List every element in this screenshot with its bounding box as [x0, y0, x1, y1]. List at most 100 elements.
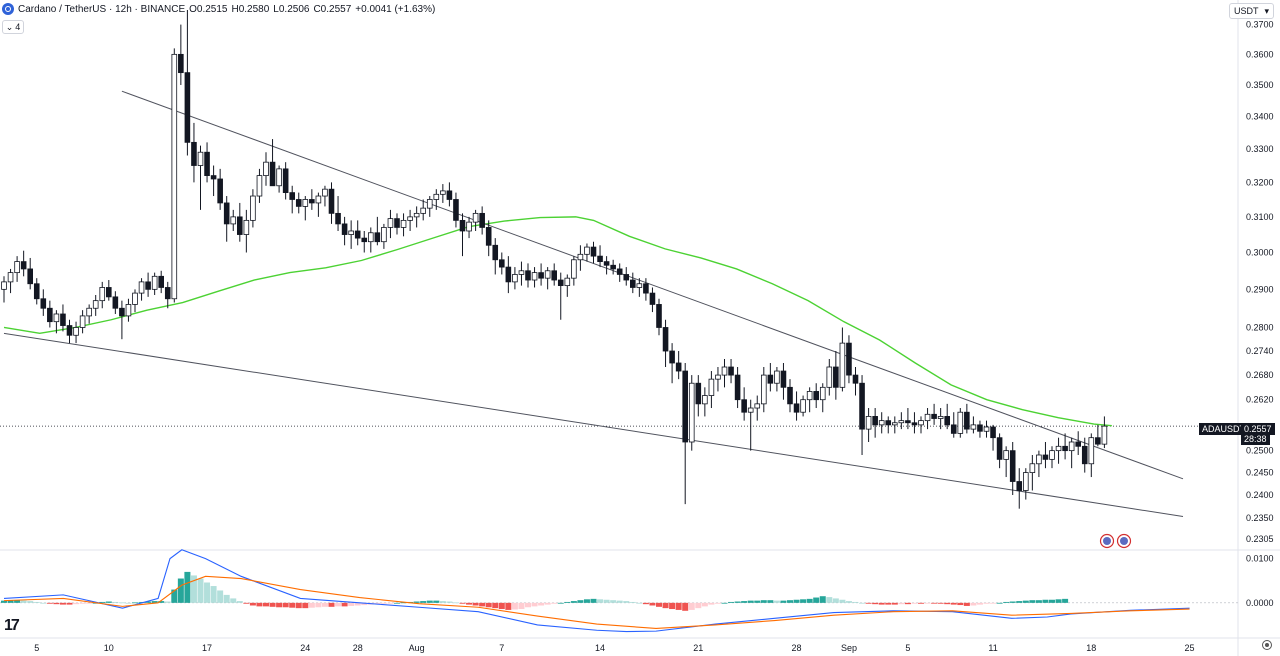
gear-icon[interactable]: [1262, 640, 1272, 650]
price-tick-label: 0.3400: [1246, 111, 1274, 121]
candle-body: [603, 261, 610, 266]
candle-body: [309, 199, 315, 204]
macd-histogram-bar: [642, 602, 649, 605]
candle: [217, 168, 223, 210]
candle-body: [852, 374, 859, 384]
candle-body: [394, 218, 400, 228]
candle: [643, 278, 649, 301]
candle: [1068, 437, 1075, 469]
candle: [86, 304, 92, 324]
candle: [584, 243, 590, 262]
trendlines[interactable]: [3, 90, 1184, 517]
candle: [53, 310, 60, 334]
macd-histogram-bar: [754, 600, 761, 603]
open-value: O0.2515: [189, 3, 228, 15]
trendline-lower: [3, 332, 1184, 517]
candle-body: [407, 216, 413, 221]
macd-histogram-bar: [99, 601, 106, 603]
macd-histogram-bar: [433, 600, 440, 603]
candle-body: [40, 298, 47, 309]
tradingview-logo-icon[interactable]: 17: [4, 617, 20, 634]
candle-body: [787, 386, 793, 405]
candle-body: [721, 366, 728, 376]
macd-histogram-bar: [1029, 600, 1036, 603]
candle-body: [662, 327, 669, 352]
candle-body: [1062, 445, 1068, 452]
macd-histogram-bar: [485, 602, 492, 608]
candle-body: [440, 190, 446, 195]
macd-histogram-bar: [217, 590, 224, 603]
time-tick-label: 11: [988, 643, 997, 653]
macd-histogram-bar: [688, 602, 695, 610]
macd-histogram-bar: [413, 601, 420, 603]
currency-dropdown[interactable]: USDT ▾: [1228, 3, 1274, 19]
indicators-toggle-button[interactable]: ⌄ 4: [2, 20, 24, 34]
us-flag-event-icon: [1116, 533, 1132, 549]
macd-histogram-bar: [302, 602, 309, 609]
candle-body: [728, 366, 734, 376]
time-axis[interactable]: 5 10 17 24 28 Aug 7 14 21 28 Sep 5 11 18 25: [34, 643, 1194, 653]
candle-body: [217, 178, 223, 204]
candle: [73, 321, 79, 344]
macd-histogram-bar: [14, 600, 21, 603]
macd-histogram-bar: [158, 601, 165, 603]
candle: [171, 48, 178, 303]
candle-body: [597, 255, 603, 263]
macd-histogram-bar: [1009, 601, 1016, 603]
candle-body: [800, 399, 806, 413]
candle: [99, 281, 106, 309]
price-tick-label: 0.2450: [1246, 468, 1274, 478]
price-tick-label: 0.2740: [1246, 346, 1274, 356]
candle-body: [584, 246, 590, 255]
candle-body: [826, 366, 833, 388]
symbol-title[interactable]: Cardano / TetherUS · 12h · BINANCE: [18, 3, 186, 15]
macd-histogram-bar: [1035, 600, 1042, 603]
macd-histogram-bar: [911, 602, 918, 604]
event-flag: [1103, 537, 1111, 545]
candle: [505, 256, 512, 294]
price-axis[interactable]: 0.3700 0.3600 0.3500 0.3400 0.3300 0.3200 0.31…: [1246, 20, 1274, 608]
macd-histogram-bar: [937, 602, 944, 604]
candle-body: [708, 378, 715, 396]
candle: [47, 300, 53, 328]
macd-histogram-bar: [210, 586, 217, 603]
candle-body: [341, 223, 348, 235]
candle-body: [1068, 441, 1075, 452]
macd-histogram-bar: [859, 602, 866, 604]
candle: [1003, 446, 1009, 478]
candle: [394, 213, 400, 235]
candle: [381, 223, 387, 249]
candle-body: [859, 382, 865, 430]
candle-body: [741, 399, 747, 413]
candle-body: [14, 261, 20, 274]
macd-histogram-bar: [629, 601, 636, 603]
macd-histogram-bar: [73, 602, 80, 605]
candle: [1075, 431, 1082, 456]
price-tick-label: 0.3500: [1246, 80, 1274, 90]
candle: [269, 139, 276, 187]
macd-histogram-bar: [348, 602, 355, 606]
macd-histogram-bar: [950, 602, 957, 605]
macd-histogram-bar: [341, 602, 348, 607]
candle-body: [492, 244, 499, 261]
candle-body: [263, 161, 269, 176]
candle-body: [571, 259, 577, 279]
time-tick-label: 7: [499, 643, 504, 653]
candle: [715, 367, 721, 392]
macd-histogram-bar: [1049, 599, 1055, 603]
candle: [872, 408, 878, 438]
candle-body: [819, 386, 826, 401]
candle-body: [983, 426, 990, 432]
candles: [1, 10, 1108, 509]
price-tick-label: 0.3000: [1246, 248, 1274, 258]
candle: [302, 196, 309, 221]
event-markers[interactable]: [1099, 533, 1132, 549]
macd-histogram-bar: [498, 602, 505, 610]
candle: [708, 371, 715, 409]
candle: [119, 300, 125, 340]
candle: [911, 412, 918, 434]
candle: [309, 189, 315, 210]
candle: [649, 287, 656, 313]
macd-histogram-bar: [446, 601, 453, 603]
